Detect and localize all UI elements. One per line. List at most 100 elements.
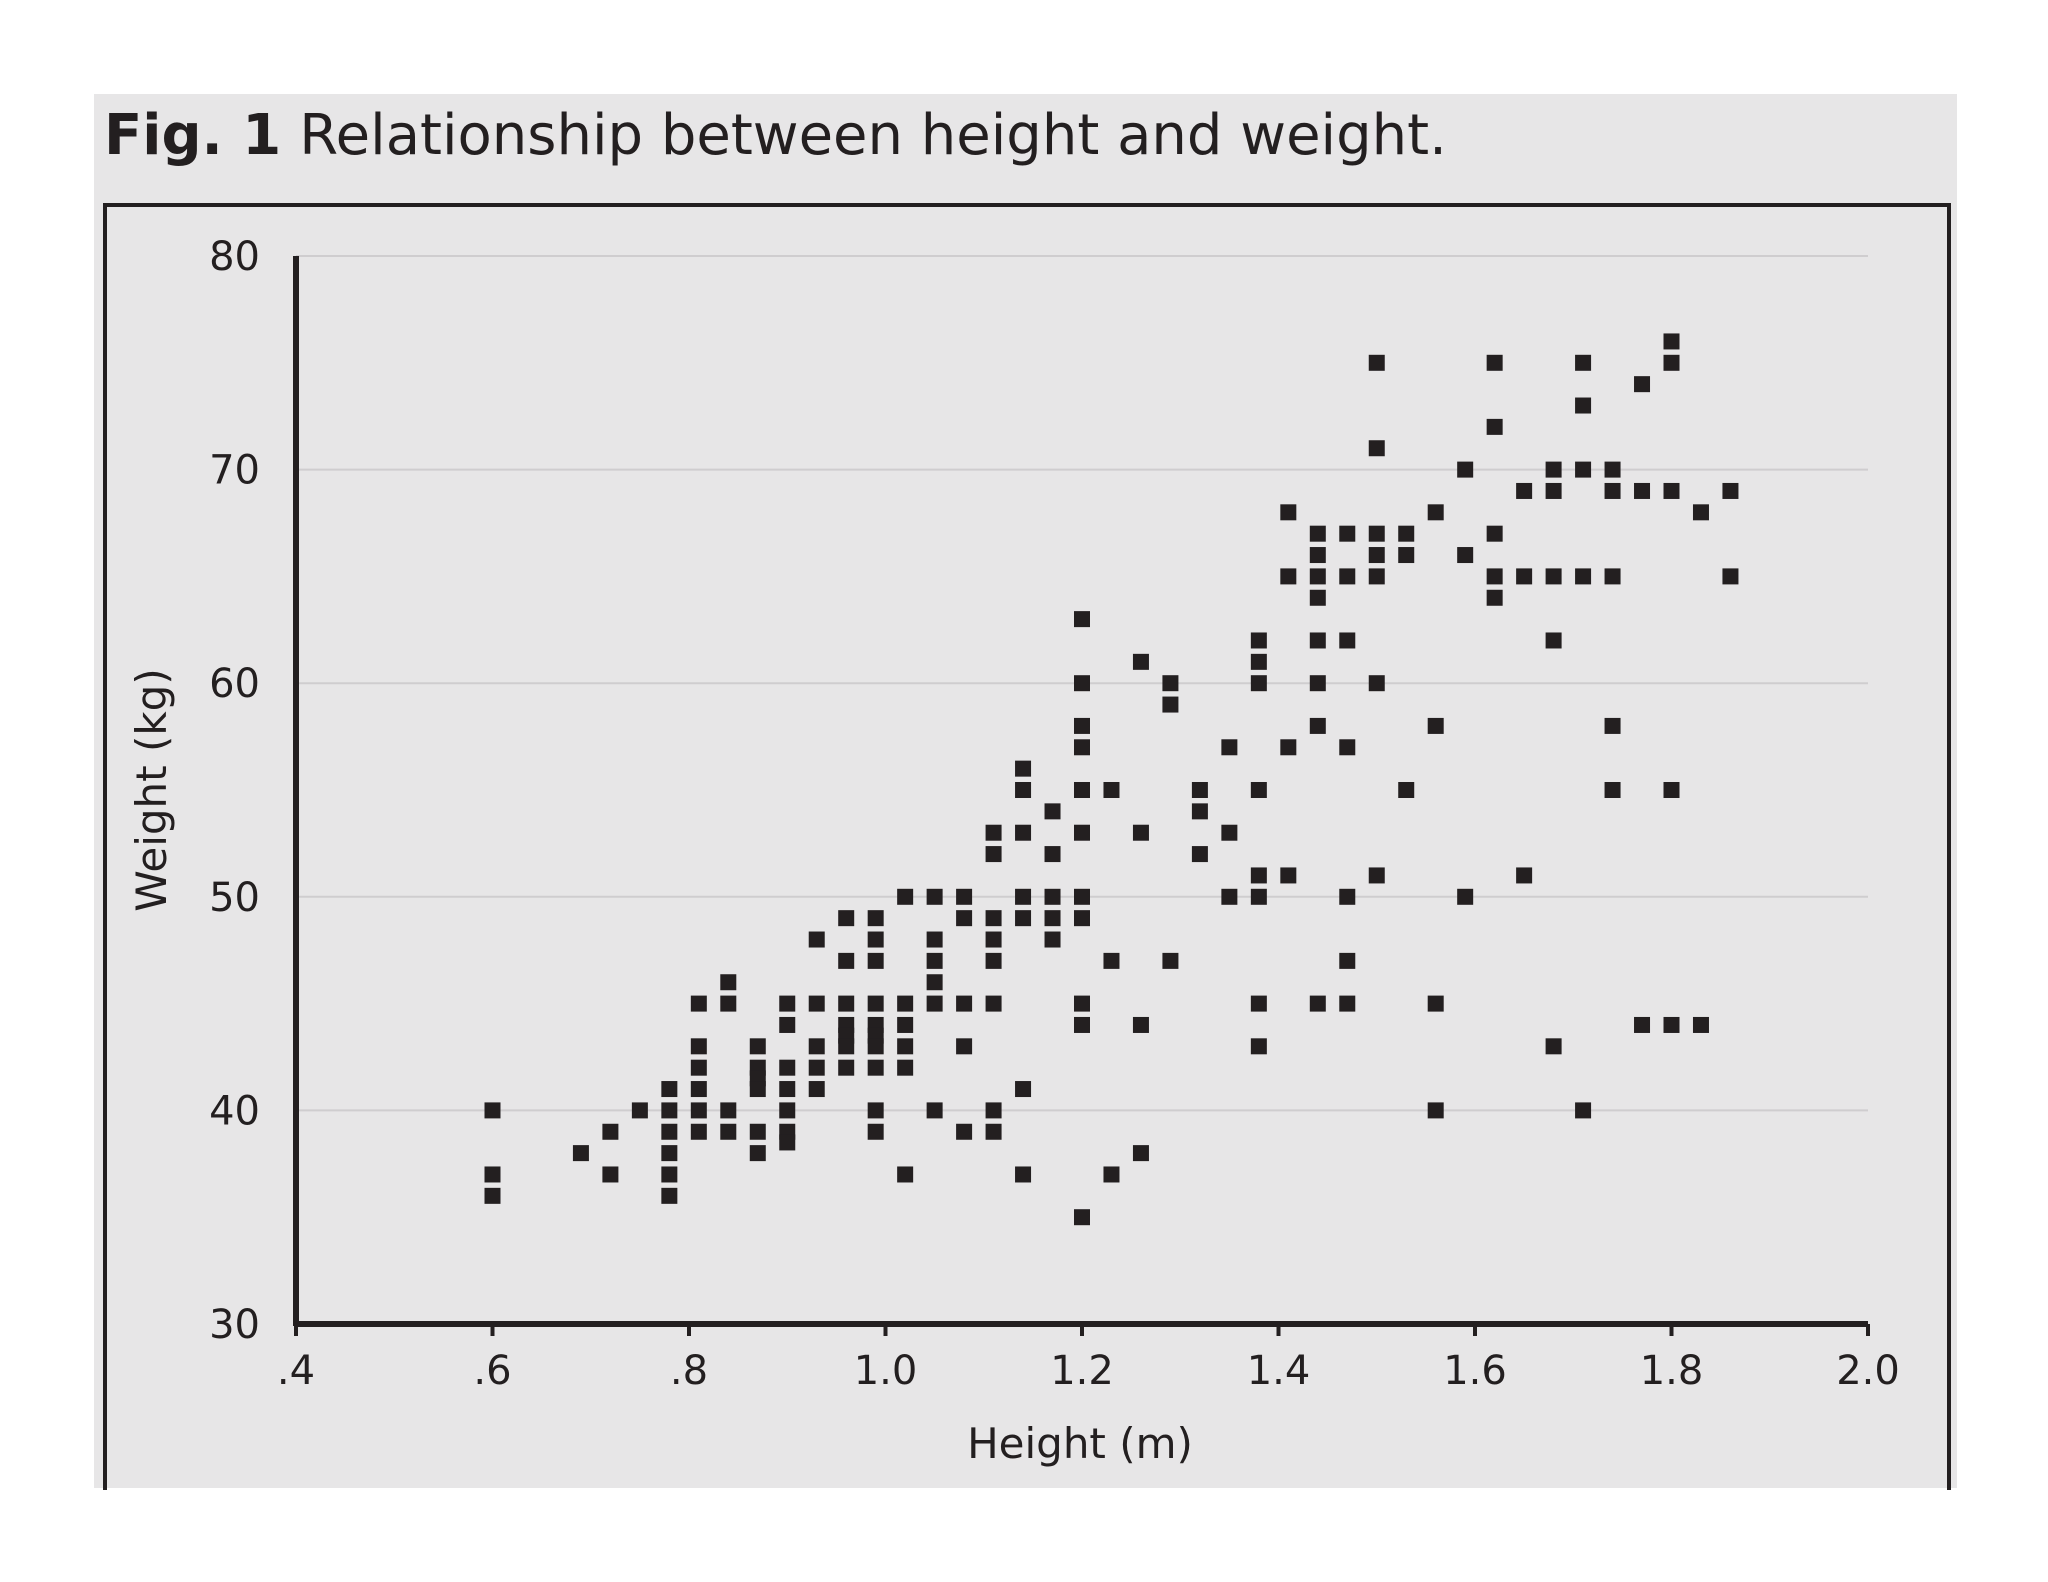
data-point [1457,888,1474,905]
data-point [1191,846,1208,863]
data-point [572,1145,589,1162]
y-axis-title: Weight (kg) [127,668,176,911]
data-point [1427,1102,1444,1119]
x-tick-label: .4 [277,1348,315,1394]
data-point [838,1059,855,1076]
data-point [1250,653,1267,670]
data-point [690,1123,707,1140]
data-point [1663,1016,1680,1033]
data-point [1074,611,1090,628]
data-point [1604,568,1621,585]
data-point [661,1102,678,1119]
data-point [1280,568,1297,585]
data-point [1250,782,1267,798]
data-point [1457,461,1474,478]
data-point [808,931,825,948]
data-point [1015,1081,1032,1098]
data-point [1368,867,1385,884]
data-point [1575,1102,1592,1119]
data-point [1074,1209,1090,1226]
data-point [897,1166,914,1183]
data-point [1486,589,1503,606]
data-point [1339,568,1356,585]
data-point [1250,888,1267,905]
data-point [926,1102,943,1119]
data-point [956,888,973,905]
data-point [1545,632,1562,649]
data-point [1663,482,1680,499]
data-point [1015,782,1032,798]
data-point [720,1123,737,1140]
data-point [1074,782,1090,798]
data-point [1398,547,1415,564]
data-point [484,1102,501,1119]
data-point [1516,482,1533,499]
data-point [1575,461,1592,478]
data-point [631,1102,648,1119]
data-point [1368,568,1385,585]
data-point [956,1038,973,1055]
data-point [1368,440,1385,457]
figure-caption: Fig. 1 Relationship between height and we… [104,96,1447,176]
data-point [867,1102,884,1119]
data-point [779,1102,796,1119]
data-point [897,888,914,905]
data-point [956,1123,973,1140]
data-point [1309,547,1326,564]
data-point [808,1081,825,1098]
data-point [1486,354,1503,371]
data-point [1339,525,1356,542]
data-point [867,995,884,1012]
data-point [1339,995,1356,1012]
data-point [1634,376,1651,393]
data-point [1545,461,1562,478]
data-point [1516,867,1533,884]
x-tick-label: .6 [473,1348,511,1394]
data-point [1575,568,1592,585]
data-point [749,1038,766,1055]
data-point [1339,739,1356,756]
data-point [1309,675,1326,692]
data-point [1103,952,1120,969]
data-point [1575,397,1592,414]
data-point [484,1187,501,1204]
y-tick-label: 70 [209,448,260,494]
data-point [1309,525,1326,542]
data-point [1074,717,1090,734]
data-point [1074,995,1090,1012]
data-point [1427,504,1444,521]
data-point [661,1123,678,1140]
data-point [867,931,884,948]
figure-label: Fig. 1 [104,103,282,168]
data-point [1044,931,1061,948]
data-point [1250,675,1267,692]
data-point [897,1059,914,1076]
data-point [867,910,884,927]
data-point [1074,888,1090,905]
data-point [484,1166,501,1183]
data-point [1575,354,1592,371]
data-point [1015,910,1032,927]
data-point [1722,482,1739,499]
tick-labels: .4 .6 .8 1.0 1.2 1.4 1.6 1.8 2.0 30 40 50 60 70 80 [209,234,1900,1394]
data-point [1309,568,1326,585]
data-point [661,1187,678,1204]
data-point [720,995,737,1012]
data-point [661,1081,678,1098]
data-point [1663,333,1680,350]
data-point [1044,846,1061,863]
data-point [1280,739,1297,756]
data-point [1221,739,1238,756]
data-point [1398,782,1415,798]
data-point [602,1123,619,1140]
data-point [1427,995,1444,1012]
data-point [926,952,943,969]
data-point [1132,653,1149,670]
x-tick-label: .8 [670,1348,708,1394]
x-axis-title: Height (m) [967,1419,1193,1468]
data-point [1250,995,1267,1012]
data-point [1132,1016,1149,1033]
data-point [1280,504,1297,521]
data-point [985,1123,1002,1140]
data-point [1162,952,1179,969]
